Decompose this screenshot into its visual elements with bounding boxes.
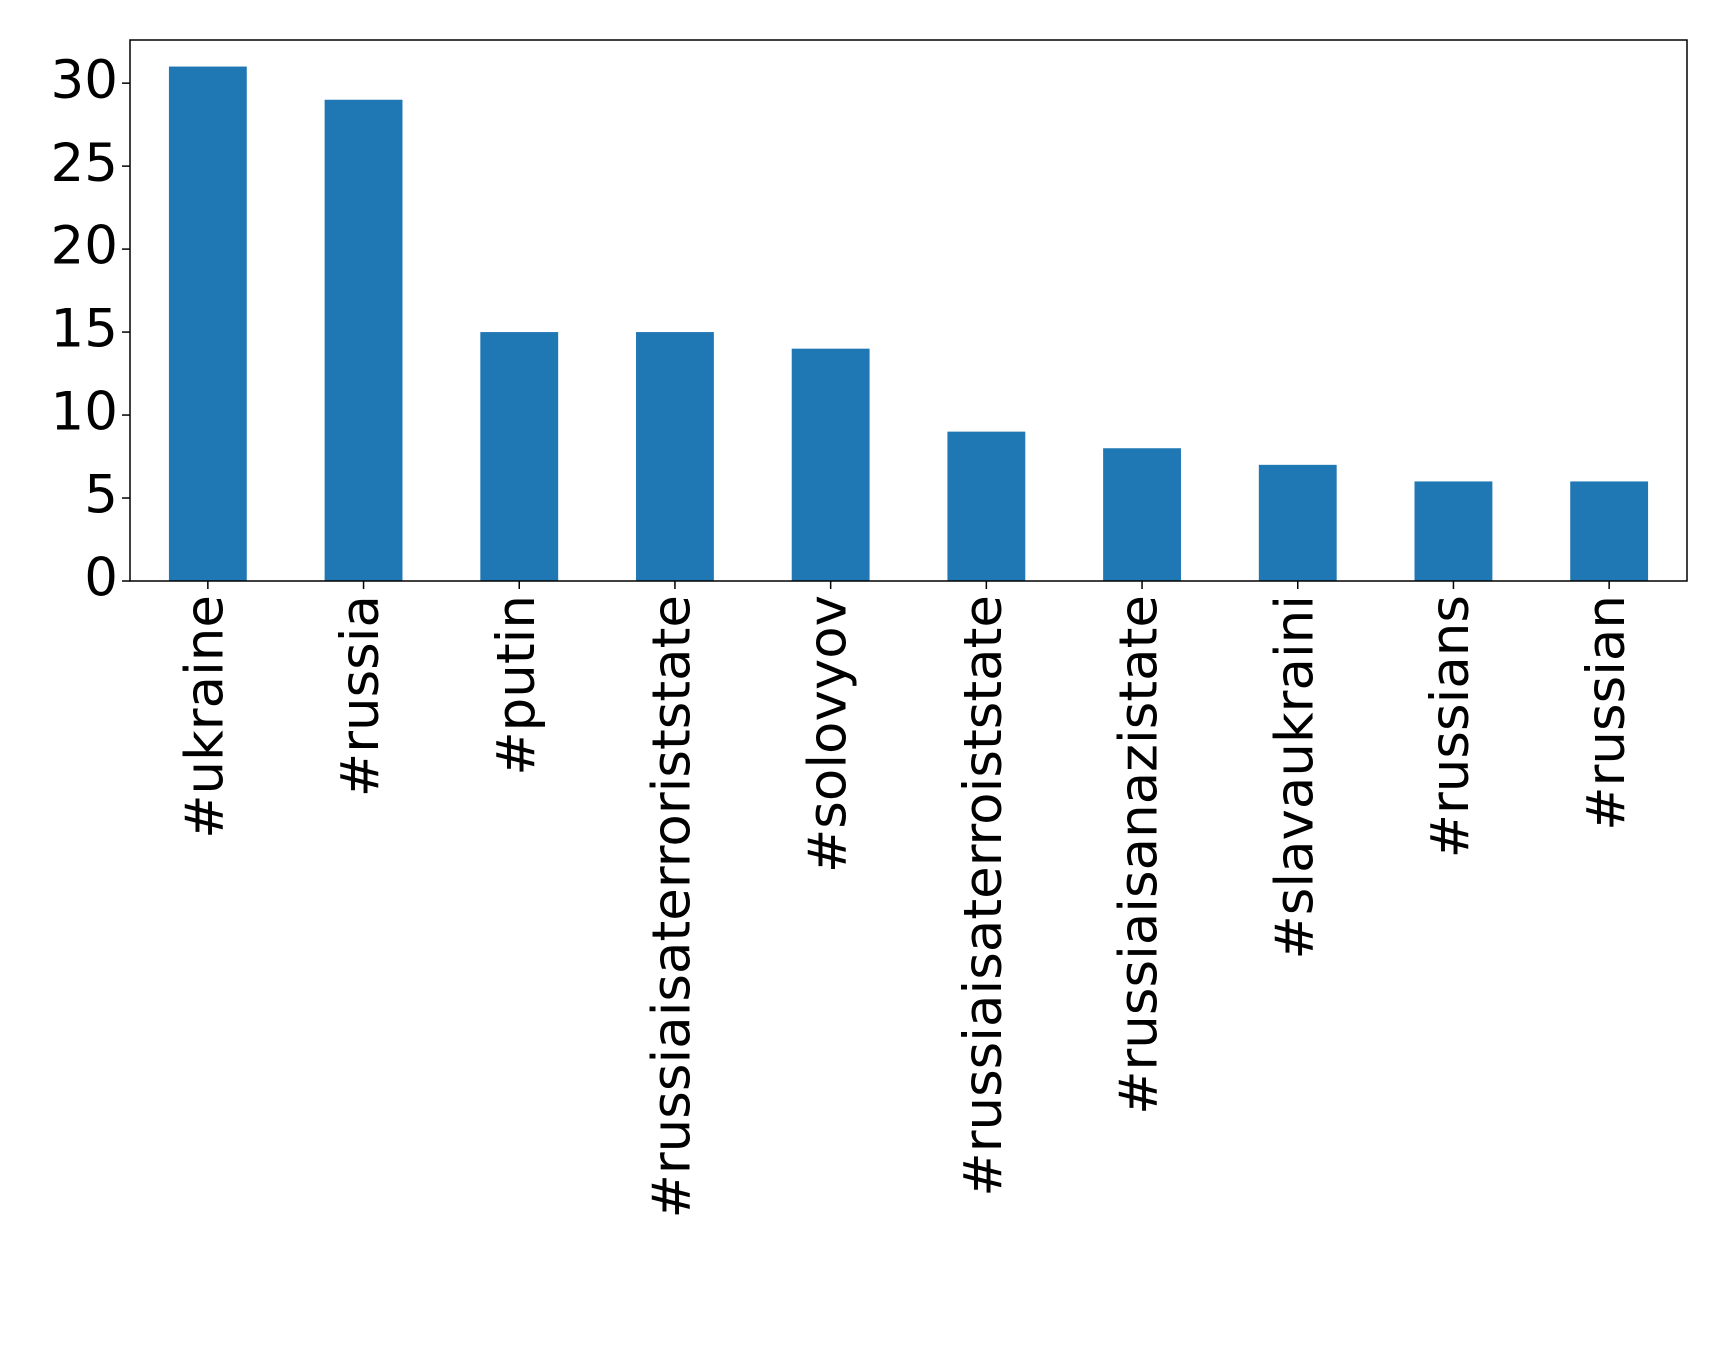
x-tick-label: #ukraine — [174, 595, 235, 839]
bar — [1258, 464, 1337, 581]
y-tick-label: 10 — [51, 382, 118, 443]
bar — [1103, 448, 1181, 581]
y-tick-label: 5 — [84, 465, 118, 526]
y-tick-label: 30 — [51, 50, 118, 111]
y-tick-label: 20 — [51, 216, 118, 277]
bar — [324, 99, 403, 581]
bar — [636, 332, 714, 581]
y-tick-label: 15 — [51, 299, 118, 360]
x-tick-label: #russian — [1576, 595, 1637, 831]
bar — [1414, 481, 1493, 581]
plot-frame — [129, 39, 1688, 582]
x-tick-label: #solovyov — [797, 595, 858, 873]
y-tick-label: 25 — [51, 133, 118, 194]
bar — [1570, 481, 1649, 581]
x-tick-label: #russiaisaterroriststate — [642, 595, 703, 1219]
bar — [947, 431, 1026, 581]
x-tick-label: #slavaukraini — [1264, 595, 1325, 960]
x-tick-label: #russians — [1420, 595, 1481, 858]
x-tick-label: #russia — [330, 595, 391, 797]
x-tick-label: #russiaisaterroiststate — [953, 595, 1014, 1197]
y-tick-label: 0 — [84, 548, 118, 609]
bar — [168, 66, 247, 582]
bar — [480, 332, 559, 581]
x-tick-label: #russiaisanazistate — [1109, 595, 1170, 1115]
bar — [791, 348, 870, 581]
x-tick-label: #putin — [486, 595, 547, 776]
